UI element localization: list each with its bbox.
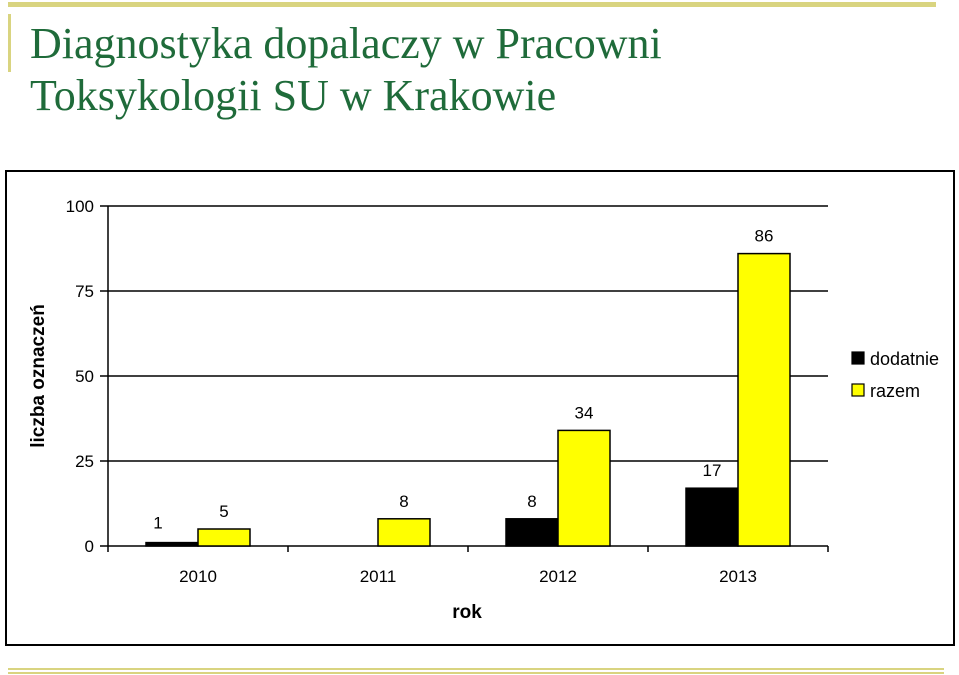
y-tick-label: 100 [66, 197, 94, 216]
bar-razem [737, 252, 791, 547]
y-tick-label: 25 [75, 452, 94, 471]
data-label-dodatnie: 17 [703, 461, 722, 480]
x-tick-label: 2011 [360, 567, 397, 586]
chart-frame [5, 170, 955, 646]
bar-dodatnie [145, 541, 199, 547]
data-label-dodatnie: 1 [153, 514, 162, 533]
data-label-razem: 86 [755, 227, 774, 246]
data-label-razem: 34 [575, 403, 594, 422]
left-decor-bar [8, 14, 11, 72]
x-tick-label: 2010 [179, 567, 217, 586]
y-tick-label: 0 [85, 537, 94, 556]
bar-razem [557, 429, 611, 547]
bar-dodatnie [505, 518, 559, 547]
data-label-razem: 8 [399, 492, 408, 511]
bottom-decor-line-2 [8, 672, 944, 674]
bottom-decor-line-1 [8, 668, 944, 670]
top-decor-bar [8, 2, 936, 7]
slide-title: Diagnostyka dopalaczy w Pracowni Toksyko… [30, 18, 930, 122]
y-tick-label: 75 [75, 282, 94, 301]
x-tick-label: 2013 [719, 567, 757, 586]
x-axis-title: rok [452, 602, 482, 623]
data-label-razem: 5 [219, 502, 228, 521]
legend-swatch-dodatnie [851, 351, 865, 365]
legend-swatch-razem [851, 383, 865, 397]
legend-label-dodatnie: dodatnie [870, 349, 939, 369]
data-label-dodatnie: 8 [527, 492, 536, 511]
y-tick-label: 50 [75, 367, 94, 386]
bar-razem [197, 528, 251, 547]
legend-label-razem: razem [870, 381, 920, 401]
y-axis-title: liczba oznaczeń [28, 304, 49, 448]
title-line-2: Toksykologii SU w Krakowie [30, 71, 557, 120]
x-tick-label: 2012 [539, 567, 577, 586]
bar-dodatnie [685, 487, 739, 547]
bar-razem [377, 518, 431, 547]
title-line-1: Diagnostyka dopalaczy w Pracowni [30, 19, 662, 68]
